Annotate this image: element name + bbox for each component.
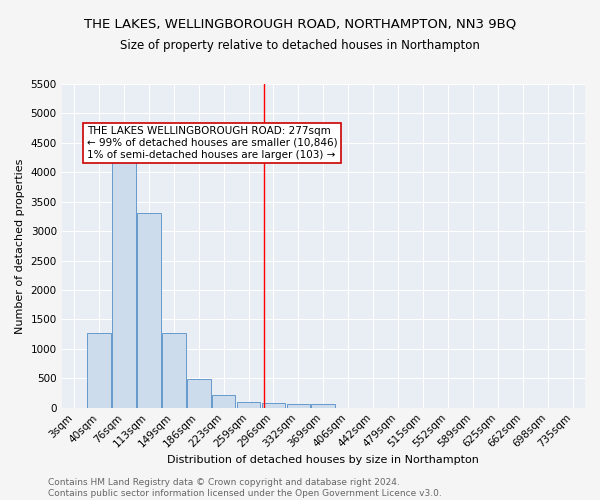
Bar (287, 404, 310, 407)
Bar (212, 395, 235, 407)
Text: Contains HM Land Registry data © Crown copyright and database right 2024.
Contai: Contains HM Land Registry data © Crown c… (48, 478, 442, 498)
Bar (112, 152, 136, 408)
Bar (137, 214, 161, 408)
Bar (237, 402, 260, 407)
Text: Size of property relative to detached houses in Northampton: Size of property relative to detached ho… (120, 39, 480, 52)
Bar (162, 333, 185, 407)
X-axis label: Distribution of detached houses by size in Northampton: Distribution of detached houses by size … (167, 455, 479, 465)
Bar (87, 333, 111, 407)
Text: THE LAKES WELLINGBOROUGH ROAD: 277sqm
← 99% of detached houses are smaller (10,8: THE LAKES WELLINGBOROUGH ROAD: 277sqm ← … (86, 126, 337, 160)
Bar (311, 404, 335, 407)
Y-axis label: Number of detached properties: Number of detached properties (15, 158, 25, 334)
Text: THE LAKES, WELLINGBOROUGH ROAD, NORTHAMPTON, NN3 9BQ: THE LAKES, WELLINGBOROUGH ROAD, NORTHAMP… (84, 18, 516, 30)
Bar (187, 380, 211, 407)
Bar (262, 403, 286, 407)
